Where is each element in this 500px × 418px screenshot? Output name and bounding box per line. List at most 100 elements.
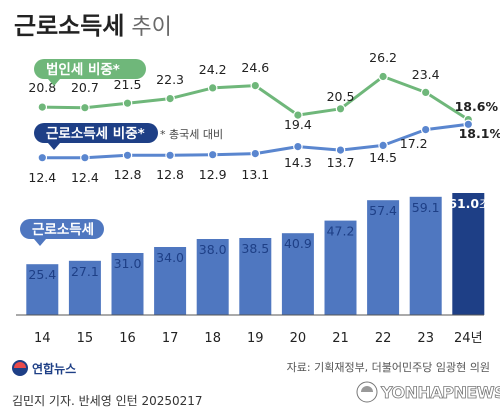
legend-bars-pill [20, 219, 104, 239]
bar-19 [239, 238, 272, 315]
point-corporate-18 [207, 83, 218, 93]
bar-label-18: 38.0 [199, 242, 227, 257]
bar-label-21: 47.2 [327, 224, 355, 239]
point-income-16 [122, 150, 133, 161]
line-label-corporate-24년: 18.6% [455, 99, 499, 114]
line-label-income-21: 13.7 [327, 155, 355, 170]
line-label-income-20: 14.3 [284, 155, 312, 170]
point-corporate-19 [250, 80, 261, 91]
yonhap-logo: 연합뉴스 [12, 360, 76, 376]
point-income-19 [250, 148, 261, 159]
point-income-18 [207, 149, 218, 160]
x-tick-label-24년: 24년 [454, 331, 483, 346]
point-corporate-20 [293, 110, 303, 120]
x-tick-label-19: 19 [247, 331, 264, 346]
point-income-20 [293, 141, 303, 152]
point-income-22 [378, 140, 388, 151]
bar-label-20: 40.9 [284, 236, 312, 251]
bar-label-22: 57.4 [369, 203, 397, 218]
point-corporate-15 [80, 102, 90, 113]
yonhap-logo-icon-accent [14, 362, 26, 368]
watermark-text: YONHAPNEWS [380, 383, 500, 402]
point-income-24년 [463, 119, 474, 130]
bar-label-16: 31.0 [114, 256, 142, 271]
lines-layer: 20.8 20.7 21.5 22.3 24.2 24.6 19.4 20.5 26.2 23.4… [28, 50, 500, 185]
line-label-corporate-23: 23.4 [412, 67, 440, 82]
line-label-corporate-22: 26.2 [369, 50, 397, 65]
bars-layer: 25.4 27.1 31.0 34.0 38.0 38.5 40.9 47.2 57.4 59.1… [26, 193, 500, 315]
line-label-income-23: 17.2 [400, 136, 428, 151]
legend-corporate-text: 법인세 비중* [46, 61, 120, 78]
line-label-corporate-16: 21.5 [114, 77, 142, 92]
line-label-income-14: 12.4 [28, 170, 56, 185]
source-text: 자료: 기획재정부, 더불어민주당 임광현 의원 [287, 361, 490, 374]
line-label-income-24년: 18.1% [459, 126, 500, 141]
point-income-14 [37, 152, 48, 163]
point-corporate-16 [122, 98, 133, 108]
point-income-15 [80, 152, 90, 163]
legend-income-text: 근로소득세 비중* [46, 126, 145, 142]
point-corporate-17 [165, 93, 175, 104]
credit-text: 김민지 기자. 반세영 인턴 20250217 [12, 394, 203, 408]
bar-label-14: 25.4 [28, 267, 56, 282]
bar-16 [111, 253, 144, 315]
point-corporate-21 [335, 104, 346, 114]
line-label-income-18: 12.9 [199, 167, 227, 182]
chart-title-main: 근로소득세 [14, 12, 124, 40]
chart-title: 근로소득세 추이 [14, 12, 172, 40]
line-label-corporate-21: 20.5 [327, 89, 355, 104]
legend-corporate-pointer [48, 79, 60, 86]
line-label-income-17: 12.8 [156, 167, 184, 182]
bar-20 [281, 233, 314, 315]
legend-income-pill [34, 123, 158, 143]
point-corporate-14 [37, 102, 48, 112]
x-tick-label-15: 15 [77, 331, 94, 346]
bar-label-24년: 61.0조원 [448, 196, 500, 211]
point-income-23 [420, 124, 431, 135]
bar-21 [324, 220, 357, 315]
bar-unit-label: 조원 [479, 197, 500, 211]
legend-layer: 법인세 비중* 근로소득세 비중* 근로소득세 [20, 59, 158, 246]
legend-bars-text: 근로소득세 [32, 222, 94, 238]
x-tick-label-14: 14 [34, 331, 51, 346]
line-label-corporate-18: 24.2 [199, 62, 227, 77]
line-label-corporate-15: 20.7 [71, 80, 99, 95]
point-income-21 [335, 145, 346, 155]
legend-note: * 총국세 대비 [160, 128, 223, 141]
logo-text: 연합뉴스 [32, 361, 76, 376]
bar-label-23: 59.1 [412, 200, 440, 215]
line-label-income-22: 14.5 [369, 150, 397, 165]
x-tick-label-17: 17 [162, 331, 179, 346]
bar-label-17: 34.0 [156, 250, 184, 265]
x-tick-label-20: 20 [290, 331, 307, 346]
bar-label-15: 27.1 [71, 264, 99, 279]
legend-income-pointer [48, 143, 60, 150]
line-label-corporate-14: 20.8 [28, 80, 56, 95]
bar-17 [154, 247, 187, 315]
watermark-icon-accent [361, 386, 373, 392]
bar-23 [409, 196, 442, 315]
line-label-corporate-17: 22.3 [156, 72, 184, 87]
x-tick-label-23: 23 [417, 331, 434, 346]
line-label-income-16: 12.8 [114, 167, 142, 182]
x-tick-label-16: 16 [119, 331, 136, 346]
bar-24년 [452, 193, 485, 315]
legend-bars-pointer [34, 239, 46, 246]
x-tick-label-21: 21 [332, 331, 349, 346]
point-corporate-22 [378, 71, 388, 82]
watermark: YONHAPNEWS [356, 381, 500, 403]
bar-14 [26, 264, 59, 315]
point-corporate-23 [420, 87, 431, 98]
line-label-corporate-20: 19.4 [284, 117, 312, 132]
line-label-income-19: 13.1 [241, 167, 269, 182]
x-tick-label-22: 22 [375, 331, 392, 346]
point-income-17 [165, 150, 175, 161]
x-axis: 14 15 16 17 18 19 20 21 22 23 24년 [16, 314, 484, 346]
bar-18 [196, 239, 229, 315]
bar-15 [68, 260, 101, 315]
bar-label-19: 38.5 [241, 241, 269, 256]
chart-title-sub: 추이 [124, 15, 171, 40]
x-tick-label-18: 18 [204, 331, 221, 346]
line-label-income-15: 12.4 [71, 170, 99, 185]
